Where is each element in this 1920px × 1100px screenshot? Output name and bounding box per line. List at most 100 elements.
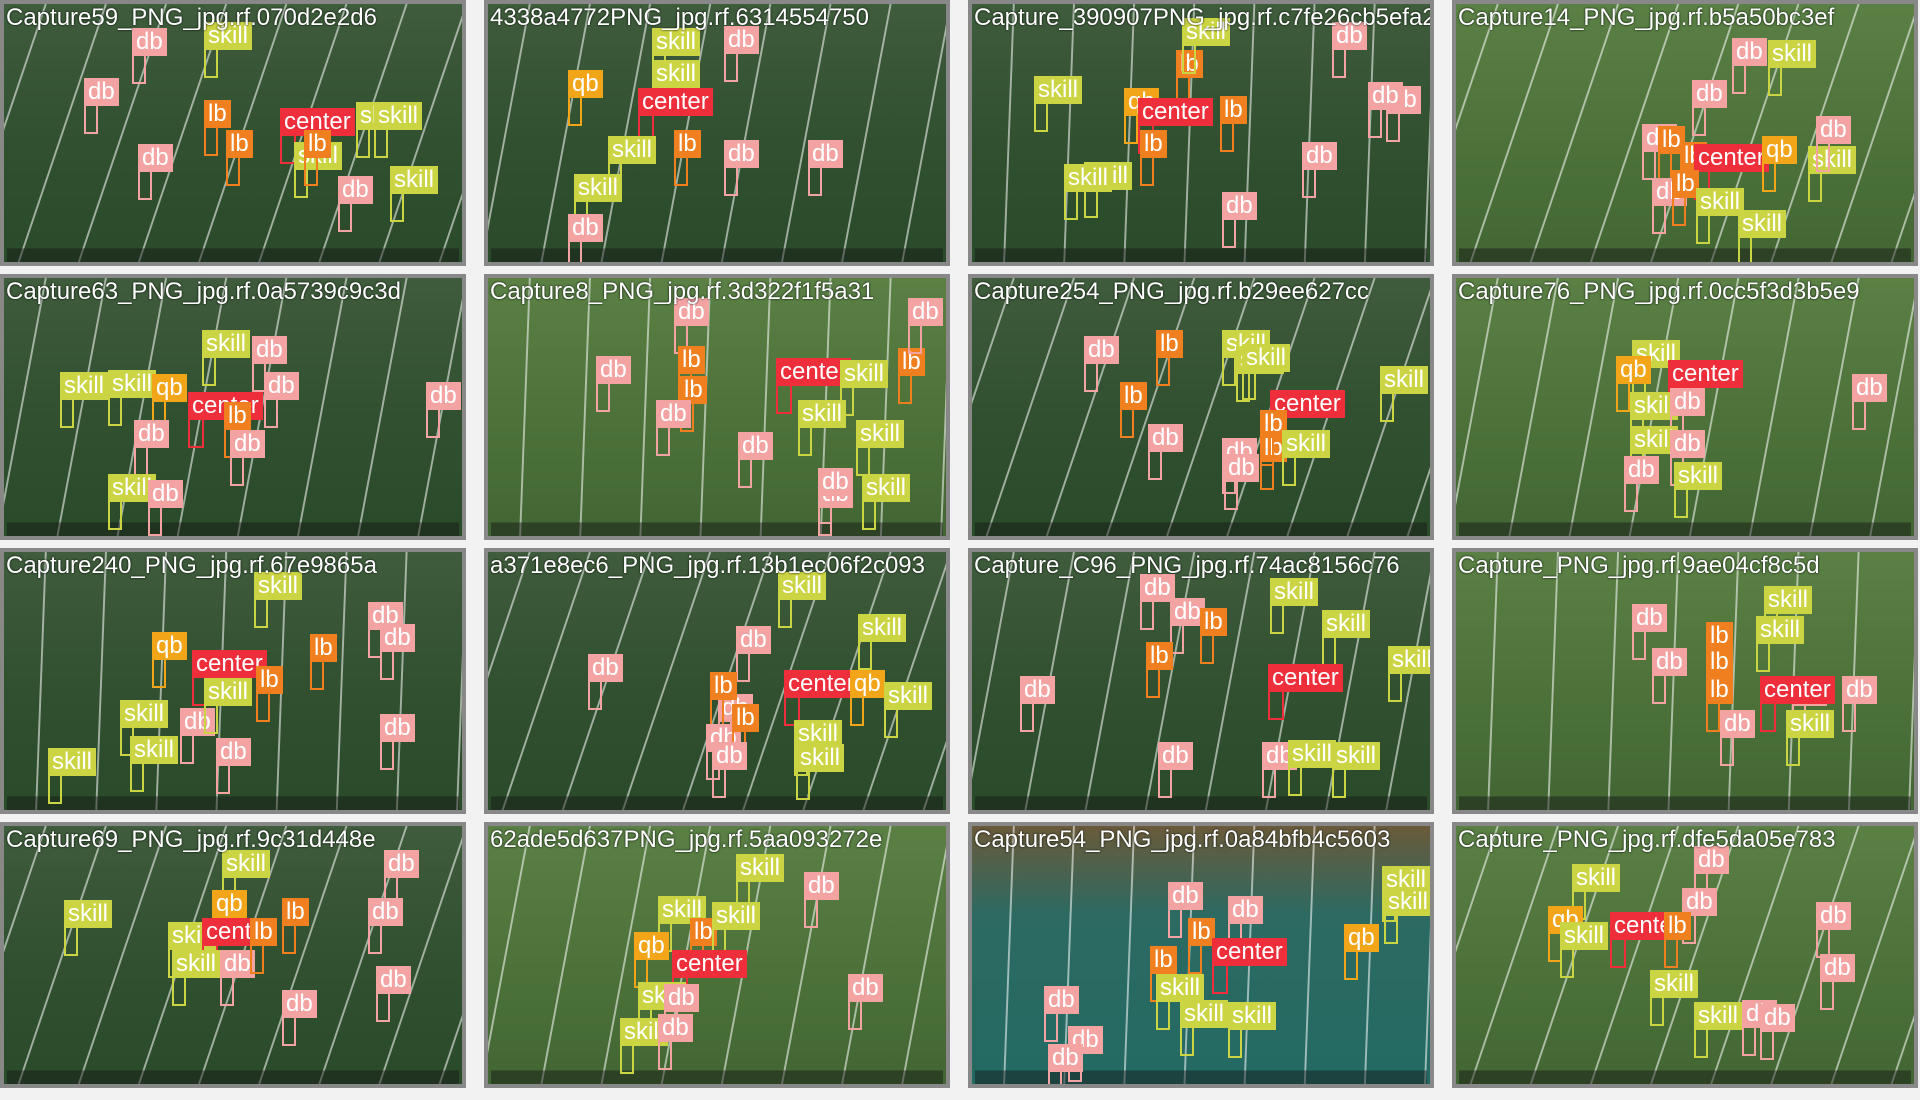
bbox-center: [188, 418, 204, 448]
result-tile[interactable]: skill skill db qb skill center lb db skill db lb db…: [0, 822, 466, 1088]
result-tile[interactable]: dbskilldbdbskilllbcenterqbskilldblbskill…: [484, 548, 950, 814]
bbox-db: [138, 170, 152, 200]
bbox-skill: [1288, 766, 1302, 796]
detection-label-skill: skill: [1380, 366, 1428, 394]
detection-label-lb: lb: [732, 704, 759, 732]
bbox-skill: [374, 128, 388, 158]
image-filename: Capture8_PNG_jpg.rf.3d322f1f5a31: [490, 278, 875, 305]
bbox-db: [804, 898, 818, 928]
detection-label-skill: skill: [1182, 18, 1230, 46]
detection-label-skill: skill: [1282, 430, 1330, 458]
detection-label-skill: skill: [204, 678, 252, 706]
bbox-skill: [204, 48, 218, 78]
bbox-db: [908, 324, 922, 354]
bbox-lb: [204, 126, 218, 156]
result-tile[interactable]: dblbskillskilllbskillcenterlbdblbdbskill…: [968, 274, 1434, 540]
result-tile[interactable]: skill db qb skill center skill lb db skill db db 43…: [484, 0, 950, 266]
bbox-db: [1816, 142, 1830, 172]
detection-label-qb: qb: [212, 890, 247, 918]
bbox-db: [1632, 630, 1646, 660]
image-filename: 4338a4772PNG_jpg.rf.6314554750: [490, 4, 869, 31]
detection-label-skill: skill: [1332, 742, 1380, 770]
image-filename: a371e8ec6_PNG_jpg.rf.13b1ec06f2c093: [490, 552, 925, 579]
result-tile[interactable]: skill db skill db db lb center qb skill db lb skill…: [968, 822, 1434, 1088]
detection-label-db: db: [1140, 574, 1175, 602]
detection-label-db: db: [724, 140, 759, 168]
bbox-skill: [48, 774, 62, 804]
bbox-db: [1386, 112, 1400, 142]
result-tile[interactable]: db db lb skill skill lb center skill db db skill sk…: [968, 548, 1434, 814]
result-tile[interactable]: dbskilldblbcenterskilllbskilldblbdbskill…: [0, 0, 466, 266]
detection-label-db: db: [1044, 986, 1079, 1014]
result-tile[interactable]: skilldblbskillqbcenterlbdbskilllbdbskill…: [968, 0, 1434, 266]
bbox-lb: [282, 924, 296, 954]
detection-label-lb: lb: [1220, 96, 1247, 124]
result-tile[interactable]: dbskilldbdbqbcenterlbskilldbskilldbskill…: [1452, 822, 1918, 1088]
bbox-db: [1224, 480, 1238, 510]
detection-label-db: db: [908, 298, 943, 326]
detection-label-skill: skill: [374, 102, 422, 130]
detection-label-skill: skill: [60, 372, 108, 400]
bbox-db: [134, 446, 148, 476]
detection-label-db: db: [1148, 424, 1183, 452]
result-tile[interactable]: skill db skill lb qb skill center db skill db skil…: [484, 822, 950, 1088]
bbox-skill: [1222, 356, 1236, 386]
bbox-db: [1852, 400, 1866, 430]
bbox-lb: [1260, 436, 1274, 466]
bbox-skill: [130, 762, 144, 792]
bbox-center: [1610, 938, 1626, 968]
bbox-qb: [568, 96, 582, 126]
football-field-image: [7, 552, 462, 810]
result-tile[interactable]: skill qb center skill db skill db db skill db Capt…: [1452, 274, 1918, 540]
result-tile[interactable]: dbdblblbdbcenterskilllbdbskillskilldbski…: [484, 274, 950, 540]
detection-label-lb: lb: [1260, 410, 1287, 438]
bbox-db: [568, 240, 582, 262]
detection-label-skill: skill: [1242, 344, 1290, 372]
bbox-lb: [898, 374, 912, 404]
detection-label-db: db: [1760, 1004, 1795, 1032]
detection-label-db: db: [132, 28, 167, 56]
bbox-skill: [108, 396, 122, 426]
detection-label-db: db: [818, 468, 853, 496]
detection-label-skill: skill: [1388, 646, 1430, 674]
detection-label-lb: lb: [1140, 130, 1167, 158]
detection-label-db: db: [588, 654, 623, 682]
detection-label-qb: qb: [634, 932, 669, 960]
detection-label-lb: lb: [710, 672, 737, 700]
result-tile[interactable]: skillskilldbskillqbcenterlbdbdbdbskilldb…: [0, 274, 466, 540]
detection-label-skill: skill: [608, 136, 656, 164]
bbox-center: [1212, 964, 1228, 994]
detection-label-skill: skill: [222, 850, 270, 878]
bbox-db: [596, 382, 610, 412]
detection-label-db: db: [1368, 82, 1403, 110]
bbox-skill: [1034, 102, 1048, 132]
detection-label-skill: skill: [1322, 610, 1370, 638]
detection-label-center: center: [1760, 676, 1835, 704]
result-tile[interactable]: dbskilldbdblblbcenterqbskilldblbskillski…: [1452, 0, 1918, 266]
detection-label-skill: skill: [794, 720, 842, 748]
detection-label-skill: skill: [64, 900, 112, 928]
bbox-lb: [1146, 668, 1160, 698]
bbox-lb: [1140, 156, 1154, 186]
bbox-lb: [1664, 938, 1678, 968]
bbox-db: [658, 1040, 672, 1070]
bbox-db: [724, 166, 738, 196]
detection-label-skill: skill: [778, 572, 826, 600]
detection-label-db: db: [1168, 882, 1203, 910]
detection-label-lb: lb: [1188, 918, 1215, 946]
detection-label-lb: lb: [1706, 648, 1733, 676]
result-tile[interactable]: dbskilldblbskilldblblbcenterdbdbskillCap…: [1452, 548, 1918, 814]
detection-label-db: db: [658, 1014, 693, 1042]
detection-label-skill: skill: [1764, 586, 1812, 614]
detection-label-skill: skill: [204, 22, 252, 50]
bbox-db: [1652, 204, 1666, 234]
bbox-skill: [1696, 214, 1710, 244]
detection-label-skill: skill: [858, 614, 906, 642]
result-tile[interactable]: skill skill db qb center lb db skill lb skill db db…: [0, 548, 466, 814]
bbox-db: [380, 650, 394, 680]
bbox-db: [1222, 218, 1236, 248]
image-filename: Capture14_PNG_jpg.rf.b5a50bc3ef: [1458, 4, 1835, 31]
bbox-skill: [1560, 948, 1574, 978]
detection-label-db: db: [282, 990, 317, 1018]
